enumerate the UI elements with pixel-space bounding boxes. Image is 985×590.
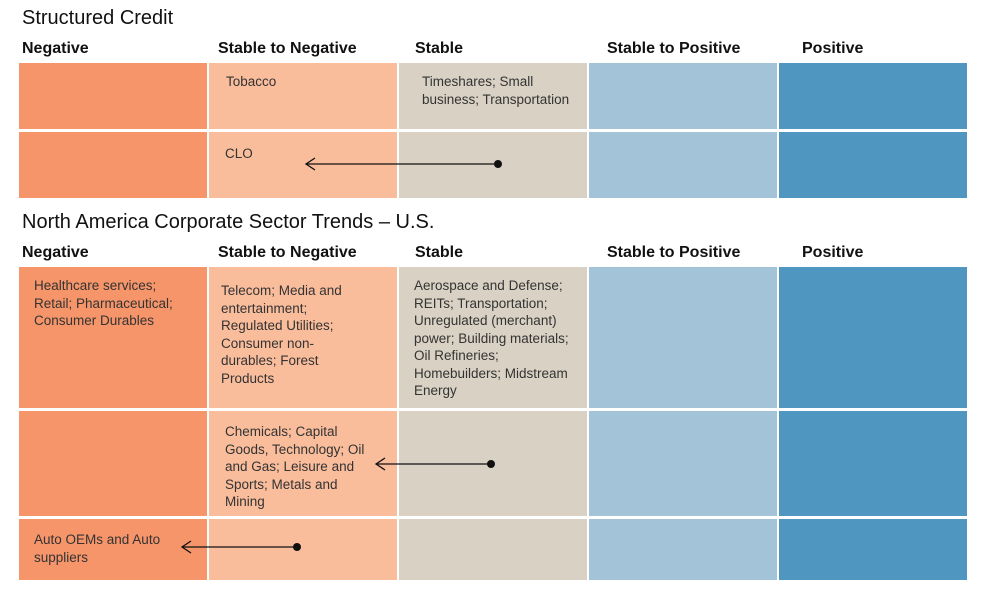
na-row1-stable-to-positive-cell	[589, 267, 777, 408]
sc-row2-stable-to-negative-text: CLO	[225, 146, 253, 161]
na-header-stable: Stable	[415, 244, 464, 261]
na-header-stable-to-positive: Stable to Positive	[607, 244, 741, 261]
na-row2-stable-to-negative-text: Chemicals; Capital Goods, Technology; Oi…	[225, 424, 365, 509]
na-row1-stable-cell: Aerospace and Defense; REITs; Transporta…	[399, 267, 587, 408]
na-row1-stable-to-negative-cell: Telecom; Media and entertainment; Regula…	[209, 267, 397, 408]
structured-credit-title: Structured Credit	[22, 7, 174, 29]
na-row3-negative-cell: Auto OEMs and Auto suppliers	[19, 519, 207, 580]
sc-row1-negative-cell	[19, 63, 207, 129]
na-row2-stable-to-negative-cell: Chemicals; Capital Goods, Technology; Oi…	[209, 411, 397, 516]
na-corporate-title: North America Corporate Sector Trends – …	[22, 211, 435, 233]
na-row2-stable-to-positive-cell	[589, 411, 777, 516]
sc-row1-positive-cell	[779, 63, 967, 129]
na-header-negative: Negative	[22, 244, 89, 261]
sc-row1-stable-text: Timeshares; Small business; Transportati…	[422, 74, 570, 107]
na-row2-negative-cell	[19, 411, 207, 516]
sc-row1-stable-to-negative-text: Tobacco	[226, 74, 277, 89]
sc-row2-negative-cell	[19, 132, 207, 198]
sc-header-positive: Positive	[802, 40, 864, 57]
na-row1-stable-to-negative-text: Telecom; Media and entertainment; Regula…	[221, 283, 342, 386]
na-row2-stable-cell	[399, 411, 587, 516]
sc-header-stable: Stable	[415, 40, 464, 57]
sc-row1-stable-to-negative-cell: Tobacco	[209, 63, 397, 129]
na-row1-negative-text: Healthcare services; Retail; Pharmaceuti…	[34, 278, 173, 328]
na-row1-positive-cell	[779, 267, 967, 408]
na-row3-stable-cell	[399, 519, 587, 580]
na-row3-stable-to-negative-cell	[209, 519, 397, 580]
sc-row2-stable-cell	[399, 132, 587, 198]
na-row1-stable-text: Aerospace and Defense; REITs; Transporta…	[414, 278, 569, 398]
na-row2-positive-cell	[779, 411, 967, 516]
sc-header-stable-to-negative: Stable to Negative	[218, 40, 357, 57]
na-row3-positive-cell	[779, 519, 967, 580]
na-row3-stable-to-positive-cell	[589, 519, 777, 580]
sc-header-negative: Negative	[22, 40, 89, 57]
sc-row1-stable-to-positive-cell	[589, 63, 777, 129]
na-row1-negative-cell: Healthcare services; Retail; Pharmaceuti…	[19, 267, 207, 408]
sc-row2-positive-cell	[779, 132, 967, 198]
na-header-stable-to-negative: Stable to Negative	[218, 244, 357, 261]
sc-row2-stable-to-positive-cell	[589, 132, 777, 198]
sc-row2-stable-to-negative-cell: CLO	[209, 132, 397, 198]
sc-header-stable-to-positive: Stable to Positive	[607, 40, 741, 57]
sc-row1-stable-cell: Timeshares; Small business; Transportati…	[399, 63, 587, 129]
na-row3-negative-text: Auto OEMs and Auto suppliers	[34, 532, 161, 565]
na-header-positive: Positive	[802, 244, 864, 261]
